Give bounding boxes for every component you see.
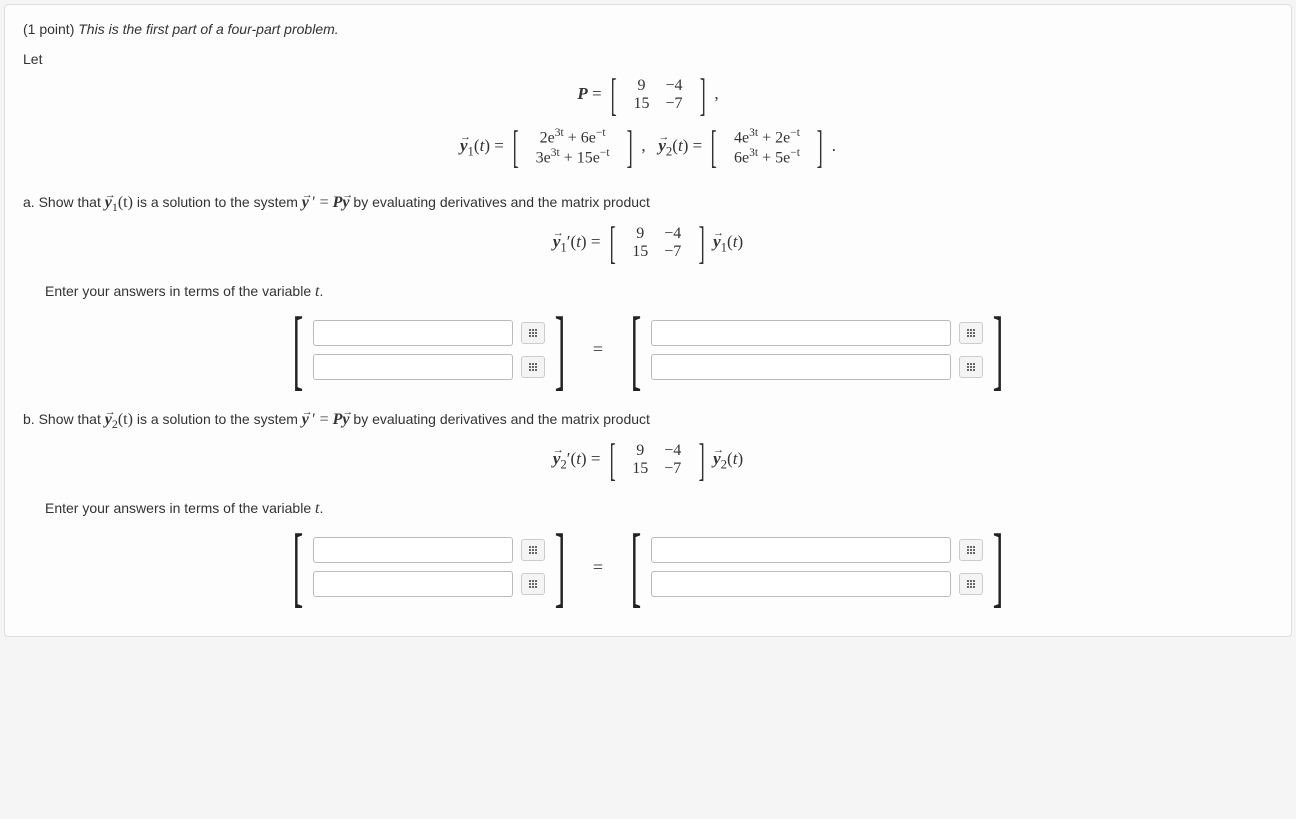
- definitions-block: P = [ 9−4 15−7 ] , →y1(t) = [ 2e3t + 6e−…: [23, 77, 1273, 168]
- part-a-answer-row: [ ] = [ ]: [23, 315, 1273, 385]
- let-label: Let: [23, 51, 1273, 67]
- keyboard-icon[interactable]: [521, 356, 545, 378]
- keyboard-icon[interactable]: [521, 573, 545, 595]
- right-bracket-icon: ]: [993, 315, 1003, 385]
- keyboard-icon[interactable]: [521, 322, 545, 344]
- part-a-left-input-2[interactable]: [313, 354, 513, 380]
- problem-container: (1 point) This is the first part of a fo…: [4, 4, 1292, 637]
- part-b-hint: Enter your answers in terms of the varia…: [45, 500, 1273, 518]
- right-bracket-icon: ]: [993, 532, 1003, 602]
- left-bracket-icon: [: [293, 532, 303, 602]
- left-bracket-icon: [: [631, 315, 641, 385]
- right-bracket-icon: ]: [555, 532, 565, 602]
- keyboard-icon[interactable]: [521, 539, 545, 561]
- equals-sign: =: [593, 339, 603, 360]
- part-b-right-input-1[interactable]: [651, 537, 951, 563]
- keyboard-icon[interactable]: [959, 322, 983, 344]
- part-a-right-input-2[interactable]: [651, 354, 951, 380]
- part-a-right-input-1[interactable]: [651, 320, 951, 346]
- keyboard-icon[interactable]: [959, 573, 983, 595]
- left-bracket-icon: [: [293, 315, 303, 385]
- equals-sign: =: [593, 557, 603, 578]
- part-a-text: a. Show that →y1(t) is a solution to the…: [23, 194, 1273, 215]
- part-b-equation: →y2′(t) = [ 9−4 15−7 ] →y2(t): [23, 442, 1273, 478]
- part-b-left-input-1[interactable]: [313, 537, 513, 563]
- intro-text: This is the first part of a four-part pr…: [78, 21, 338, 37]
- part-b-right-input-2[interactable]: [651, 571, 951, 597]
- part-a-left-input-1[interactable]: [313, 320, 513, 346]
- part-a-hint: Enter your answers in terms of the varia…: [45, 283, 1273, 301]
- keyboard-icon[interactable]: [959, 539, 983, 561]
- intro-line: (1 point) This is the first part of a fo…: [23, 21, 1273, 37]
- part-b-text: b. Show that →y2(t) is a solution to the…: [23, 411, 1273, 432]
- points-label: (1 point): [23, 21, 74, 37]
- part-b-left-input-2[interactable]: [313, 571, 513, 597]
- right-bracket-icon: ]: [555, 315, 565, 385]
- keyboard-icon[interactable]: [959, 356, 983, 378]
- left-bracket-icon: [: [631, 532, 641, 602]
- part-b-answer-row: [ ] = [ ]: [23, 532, 1273, 602]
- part-a-equation: →y1′(t) = [ 9−4 15−7 ] →y1(t): [23, 225, 1273, 261]
